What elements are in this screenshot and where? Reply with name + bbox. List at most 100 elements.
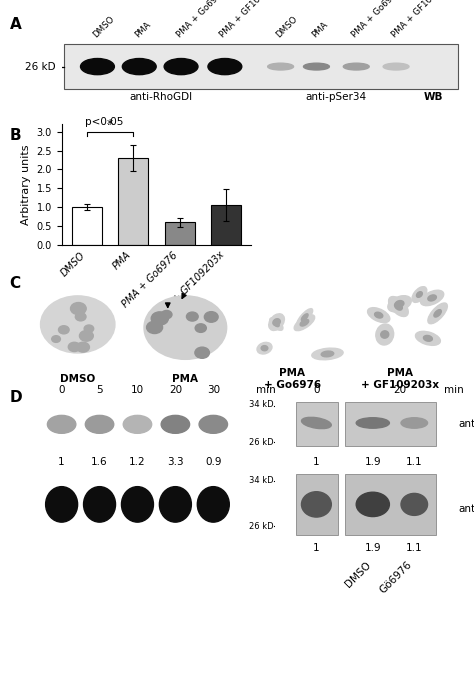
Ellipse shape (303, 63, 329, 70)
Ellipse shape (81, 59, 114, 75)
Bar (72, 207, 102, 245)
Circle shape (195, 324, 206, 333)
Ellipse shape (47, 415, 76, 433)
Ellipse shape (356, 417, 389, 428)
Ellipse shape (257, 342, 272, 354)
Ellipse shape (123, 415, 152, 433)
FancyBboxPatch shape (64, 44, 458, 89)
Ellipse shape (273, 322, 279, 326)
Ellipse shape (412, 286, 427, 302)
Text: *: * (107, 119, 113, 131)
Ellipse shape (428, 303, 447, 324)
Ellipse shape (301, 492, 331, 517)
Text: DMSO: DMSO (91, 14, 116, 39)
Ellipse shape (420, 290, 444, 306)
Ellipse shape (164, 59, 198, 75)
Circle shape (52, 336, 60, 342)
Ellipse shape (199, 415, 228, 433)
Text: anti-pSer34: anti-pSer34 (459, 419, 474, 428)
Text: 1.9: 1.9 (365, 457, 381, 466)
FancyBboxPatch shape (345, 474, 436, 535)
Text: 34 kD: 34 kD (249, 475, 273, 484)
Ellipse shape (394, 303, 402, 310)
Text: + Go6976: + Go6976 (264, 380, 321, 390)
Text: 1.1: 1.1 (406, 543, 423, 553)
Ellipse shape (381, 331, 389, 338)
Ellipse shape (159, 486, 191, 522)
Text: 1: 1 (313, 543, 319, 553)
Text: 0: 0 (313, 385, 319, 395)
Ellipse shape (197, 486, 229, 522)
Y-axis label: Arbitrary units: Arbitrary units (21, 144, 31, 225)
Text: 0: 0 (58, 385, 65, 395)
Ellipse shape (85, 415, 114, 433)
Ellipse shape (389, 297, 408, 317)
Text: + GF109203x: + GF109203x (361, 380, 438, 390)
FancyBboxPatch shape (296, 402, 338, 446)
Ellipse shape (273, 319, 280, 326)
Text: Gö6976: Gö6976 (378, 560, 414, 595)
Text: 1: 1 (313, 457, 319, 466)
Text: p<0.05: p<0.05 (85, 117, 123, 127)
Text: PMA: PMA (133, 20, 152, 39)
Text: 20: 20 (393, 385, 406, 395)
Text: WB: WB (424, 92, 444, 102)
Circle shape (146, 322, 163, 333)
Ellipse shape (301, 314, 308, 321)
Circle shape (71, 302, 86, 315)
Ellipse shape (374, 312, 383, 318)
Text: 26 kD: 26 kD (249, 437, 273, 447)
Ellipse shape (297, 308, 313, 326)
Ellipse shape (270, 318, 283, 331)
Text: PMA: PMA (310, 20, 329, 39)
Ellipse shape (121, 486, 154, 522)
Ellipse shape (312, 348, 343, 359)
Circle shape (195, 347, 210, 358)
Ellipse shape (423, 335, 432, 342)
Ellipse shape (395, 301, 404, 307)
Text: 5: 5 (96, 385, 103, 395)
Ellipse shape (376, 324, 394, 345)
Circle shape (151, 312, 168, 325)
Text: 1.9: 1.9 (365, 543, 381, 553)
Circle shape (204, 312, 218, 322)
Ellipse shape (261, 346, 268, 351)
Ellipse shape (46, 486, 78, 522)
Circle shape (58, 326, 69, 334)
Ellipse shape (300, 319, 309, 326)
Circle shape (68, 342, 80, 351)
Ellipse shape (417, 292, 422, 297)
Circle shape (144, 296, 227, 359)
Text: PMA: PMA (387, 368, 412, 377)
FancyBboxPatch shape (296, 474, 338, 535)
Text: min: min (444, 385, 464, 395)
Text: 20: 20 (169, 385, 182, 395)
Circle shape (186, 312, 198, 321)
Bar (164, 222, 194, 245)
Ellipse shape (388, 296, 411, 312)
Text: 34 kD: 34 kD (249, 400, 273, 409)
Text: 1.1: 1.1 (406, 457, 423, 466)
Text: 1.2: 1.2 (129, 457, 146, 466)
Bar (118, 158, 148, 245)
Ellipse shape (401, 417, 428, 428)
Ellipse shape (367, 308, 390, 323)
Text: anti-RhoGDI: anti-RhoGDI (129, 92, 193, 102)
Ellipse shape (301, 417, 331, 428)
Circle shape (84, 325, 94, 333)
Text: PMA: PMA (280, 368, 305, 377)
Text: DMSO: DMSO (343, 560, 373, 589)
Bar (211, 206, 241, 245)
Ellipse shape (416, 331, 440, 345)
Text: PMA + GF109203x: PMA + GF109203x (390, 0, 453, 39)
Ellipse shape (269, 314, 284, 331)
Ellipse shape (83, 486, 116, 522)
Ellipse shape (434, 310, 441, 317)
Text: anti-pSer34: anti-pSer34 (306, 92, 367, 102)
Text: 26 kD: 26 kD (249, 522, 273, 531)
Circle shape (161, 310, 172, 319)
Text: 1.6: 1.6 (91, 457, 108, 466)
Circle shape (75, 313, 86, 321)
Text: 1: 1 (58, 457, 65, 466)
Ellipse shape (208, 59, 242, 75)
